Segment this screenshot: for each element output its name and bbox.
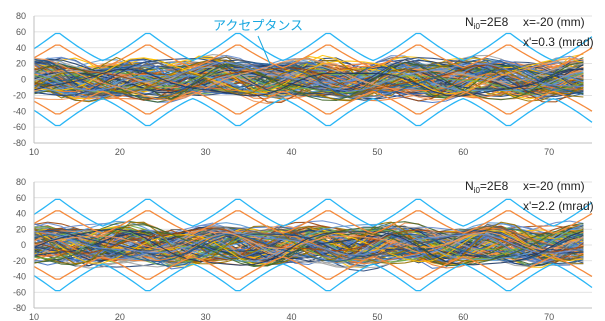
y-tick-label: -20: [13, 90, 26, 100]
trajectory-line: [33, 229, 584, 268]
x-tick-label: 30: [201, 312, 211, 321]
acceptance-pointer: [257, 35, 271, 65]
y-tick-label: -80: [13, 138, 26, 148]
y-tick-label: 60: [16, 27, 26, 37]
inner-acceptance-upper: [33, 210, 593, 234]
trajectory-line: [33, 57, 584, 101]
n-label: Ni0=2E8: [465, 179, 509, 195]
y-tick-label: -20: [13, 256, 26, 266]
x-position-label: x=-20 (mm): [523, 179, 585, 193]
x-tick-label: 10: [29, 312, 39, 321]
trajectory-line: [33, 227, 584, 254]
trajectory-line: [33, 228, 584, 266]
n-label: Ni0=2E8: [465, 15, 509, 31]
trajectory-line: [33, 223, 584, 268]
y-tick-label: 20: [16, 224, 26, 234]
y-tick-label: 40: [16, 43, 26, 53]
y-tick-label: 0: [21, 240, 26, 250]
x-tick-label: 10: [29, 147, 39, 157]
x-tick-label: 20: [115, 312, 125, 321]
inner-acceptance-upper: [33, 44, 593, 69]
trajectory-line: [33, 230, 584, 263]
x-tick-label: 70: [544, 147, 554, 157]
y-tick-label: 40: [16, 209, 26, 219]
x-angle-label: x'=0.3 (mrad): [523, 35, 594, 49]
annotations: Ni0=2E8 x=-20 (mm) x'=2.2 (mrad): [465, 179, 594, 213]
y-tick-label: -40: [13, 106, 26, 116]
outer-acceptance-lower: [33, 97, 593, 127]
y-tick-label: 0: [21, 75, 26, 85]
inner-acceptance-lower: [33, 90, 593, 115]
acceptance-envelopes: [33, 32, 593, 127]
acceptance-envelopes: [33, 198, 593, 292]
y-tick-label: -40: [13, 272, 26, 282]
x-tick-label: 70: [544, 312, 554, 321]
trajectory-line: [33, 68, 584, 94]
y-tick-label: -60: [13, 122, 26, 132]
y-tick-label: 60: [16, 193, 26, 203]
outer-acceptance-upper: [33, 198, 593, 227]
trajectory-line: [33, 68, 584, 97]
outer-acceptance-upper: [33, 32, 593, 62]
x-tick-label: 40: [287, 147, 297, 157]
trajectory-line: [33, 61, 584, 103]
x-tick-label: 30: [201, 147, 211, 157]
y-tick-label: 20: [16, 59, 26, 69]
trajectory-line: [33, 233, 584, 261]
x-tick-label: 40: [287, 312, 297, 321]
y-tick-label: -80: [13, 303, 26, 313]
y-tick-label: 80: [16, 177, 26, 187]
axes: [33, 16, 592, 144]
x-position-label: x=-20 (mm): [523, 15, 585, 29]
x-tick-label: 50: [372, 312, 382, 321]
trajectory-line: [33, 71, 584, 95]
annotations: アクセプタンス Ni0=2E8 x=-20 (mm) x'=0.3 (mrad): [213, 15, 594, 65]
trajectory-line: [33, 68, 584, 98]
trajectory-line: [33, 58, 584, 101]
y-tick-label: 80: [16, 11, 26, 21]
trajectory-line: [33, 230, 584, 256]
axes: [33, 182, 592, 309]
x-tick-label: 60: [458, 147, 468, 157]
x-tick-label: 50: [372, 147, 382, 157]
trajectory-line: [33, 233, 584, 263]
y-tick-label: -60: [13, 287, 26, 297]
outer-acceptance-lower: [33, 263, 593, 292]
trajectory-line: [33, 64, 584, 92]
x-tick-label: 20: [115, 147, 125, 157]
trajectory-line: [33, 231, 584, 251]
x-tick-label: 60: [458, 312, 468, 321]
particle-trajectories: [33, 220, 584, 272]
acceptance-label: アクセプタンス: [213, 19, 303, 34]
particle-trajectories: [33, 53, 584, 105]
inner-acceptance-lower: [33, 256, 593, 280]
trajectory-line: [33, 228, 584, 265]
x-angle-label: x'=2.2 (mrad): [523, 199, 594, 213]
trajectory-line: [33, 61, 584, 92]
